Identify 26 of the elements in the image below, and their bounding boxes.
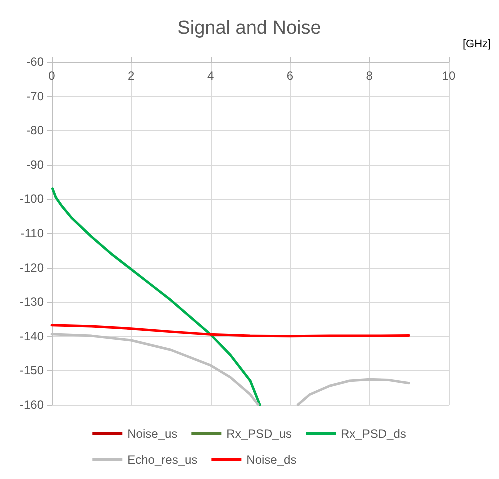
y-tick-label: -160 — [20, 398, 44, 412]
x-tick-label: 8 — [366, 69, 374, 83]
legend-label: Noise_ds — [246, 453, 297, 467]
x-tick-label: 6 — [286, 69, 294, 83]
y-tick-label: -90 — [26, 158, 44, 172]
y-tick-label: -70 — [26, 89, 44, 104]
legend-label: Rx_PSD_ds — [341, 427, 406, 441]
y-tick-label: -110 — [20, 226, 44, 240]
y-tick-label: -60 — [26, 55, 44, 69]
y-tick-label: -80 — [26, 124, 44, 138]
legend-label: Echo_res_us — [128, 453, 198, 467]
x-axis-title: [GHz] — [463, 38, 492, 50]
y-tick-label: -100 — [20, 192, 44, 206]
legend-label: Rx_PSD_us — [226, 427, 292, 441]
line-series — [50, 324, 411, 338]
line-series — [52, 188, 262, 406]
y-tick-label: -120 — [20, 260, 44, 275]
chart-title: Signal and Noise — [178, 18, 322, 39]
x-tick-label: 2 — [128, 69, 136, 83]
x-tick-label: 0 — [48, 69, 56, 83]
legend-label: Noise_us — [128, 427, 178, 441]
y-tick-label: -150 — [20, 364, 44, 378]
x-tick-label: 10 — [442, 69, 456, 83]
y-tick-label: -140 — [20, 329, 44, 344]
y-tick-label: -130 — [20, 295, 44, 310]
x-tick-label: 4 — [207, 69, 214, 83]
